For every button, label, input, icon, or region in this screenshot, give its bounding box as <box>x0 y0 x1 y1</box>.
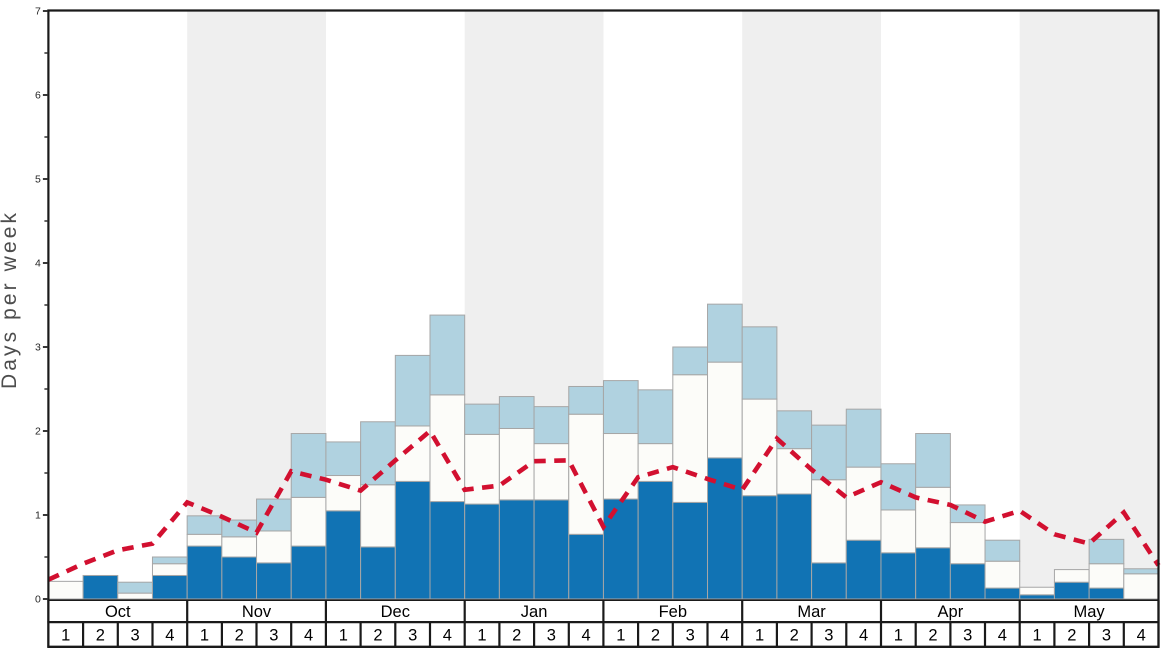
svg-text:4: 4 <box>582 627 591 645</box>
svg-text:3: 3 <box>547 627 556 645</box>
svg-text:1: 1 <box>477 627 486 645</box>
svg-text:2: 2 <box>651 627 660 645</box>
svg-text:1: 1 <box>61 627 70 645</box>
svg-text:4: 4 <box>720 627 729 645</box>
svg-text:4: 4 <box>443 627 452 645</box>
svg-text:7: 7 <box>35 5 41 17</box>
svg-text:Days per week: Days per week <box>0 213 21 390</box>
svg-text:1: 1 <box>1033 627 1042 645</box>
svg-text:3: 3 <box>686 627 695 645</box>
svg-text:2: 2 <box>1067 627 1076 645</box>
svg-text:Apr: Apr <box>938 603 964 621</box>
svg-text:2: 2 <box>790 627 799 645</box>
svg-text:Dec: Dec <box>381 603 410 621</box>
svg-text:3: 3 <box>131 627 140 645</box>
svg-text:3: 3 <box>824 627 833 645</box>
svg-text:1: 1 <box>35 509 41 521</box>
svg-text:May: May <box>1074 603 1106 621</box>
svg-text:1: 1 <box>755 627 764 645</box>
svg-text:2: 2 <box>235 627 244 645</box>
svg-text:1: 1 <box>894 627 903 645</box>
svg-text:4: 4 <box>165 627 174 645</box>
svg-text:6: 6 <box>35 89 41 101</box>
svg-text:2: 2 <box>96 627 105 645</box>
svg-text:4: 4 <box>1137 627 1146 645</box>
svg-text:5: 5 <box>35 173 41 185</box>
svg-text:1: 1 <box>200 627 209 645</box>
svg-text:4: 4 <box>304 627 313 645</box>
svg-text:1: 1 <box>339 627 348 645</box>
svg-text:0: 0 <box>35 593 41 605</box>
svg-text:Nov: Nov <box>242 603 272 621</box>
svg-text:2: 2 <box>928 627 937 645</box>
svg-text:3: 3 <box>269 627 278 645</box>
svg-text:Feb: Feb <box>659 603 687 621</box>
svg-text:4: 4 <box>859 627 868 645</box>
svg-text:2: 2 <box>35 425 41 437</box>
svg-text:2: 2 <box>512 627 521 645</box>
svg-text:Oct: Oct <box>105 603 131 621</box>
svg-text:1: 1 <box>616 627 625 645</box>
svg-text:2: 2 <box>373 627 382 645</box>
svg-text:Jan: Jan <box>521 603 548 621</box>
svg-text:3: 3 <box>35 341 41 353</box>
svg-text:3: 3 <box>1102 627 1111 645</box>
svg-text:3: 3 <box>963 627 972 645</box>
svg-text:Mar: Mar <box>797 603 826 621</box>
svg-text:4: 4 <box>35 257 41 269</box>
svg-text:3: 3 <box>408 627 417 645</box>
svg-text:4: 4 <box>998 627 1007 645</box>
